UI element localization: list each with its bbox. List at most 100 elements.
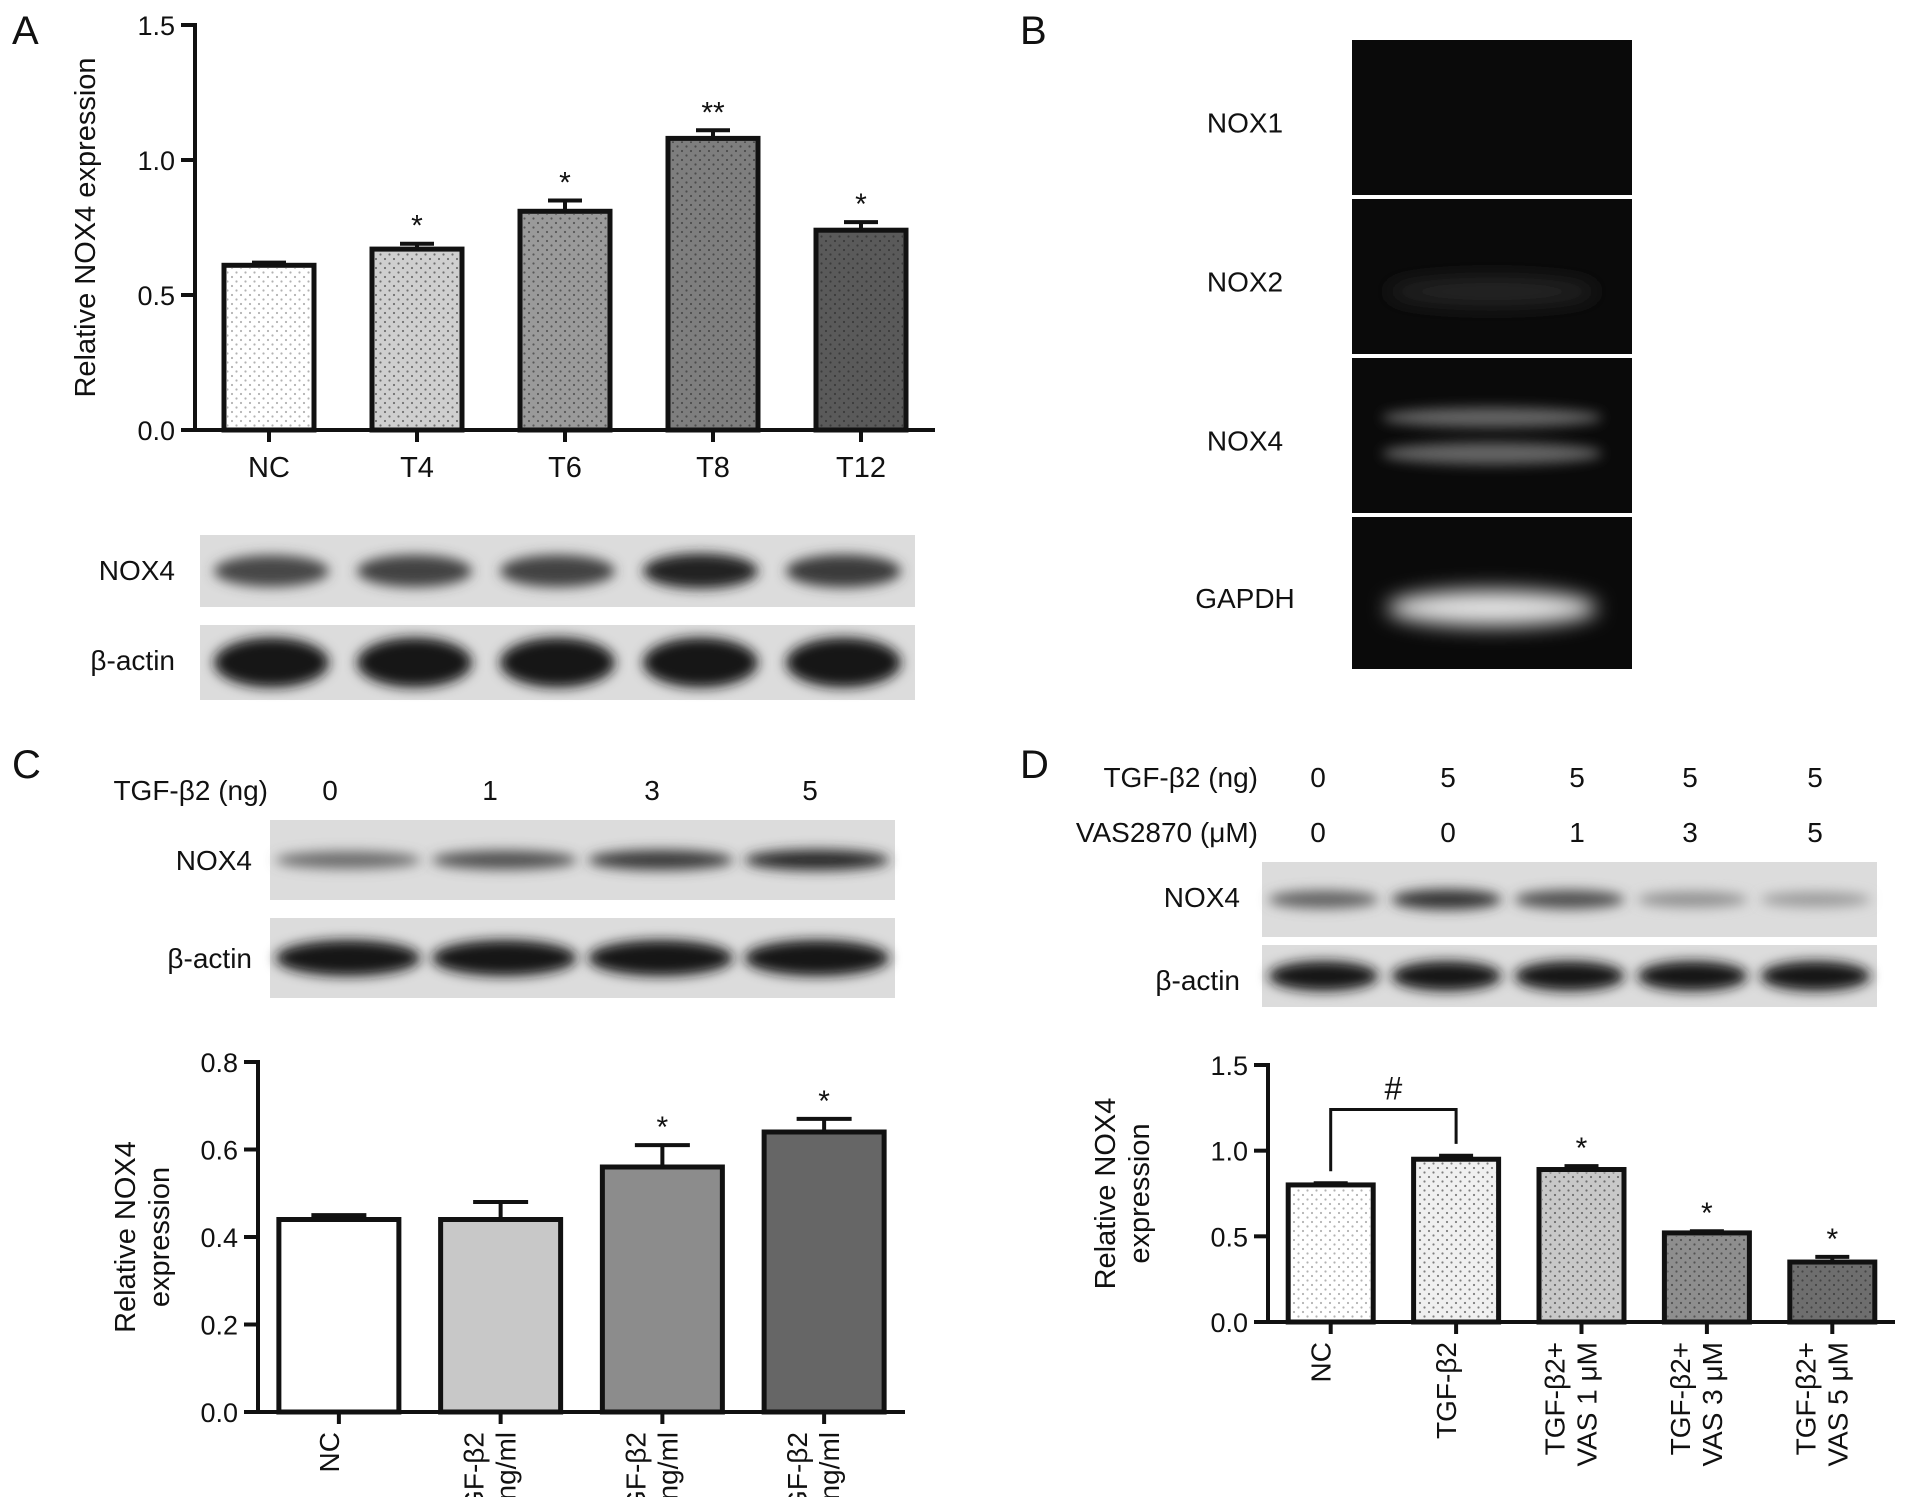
chart-d-x-tick-label: VAS 1 μMTGF-β2+ <box>1540 1342 1603 1467</box>
blot-d: TGF-β2 (ng) 0 5 5 5 5 VAS2870 (μM) 0 0 1 3 5 NOX4 β-a… <box>1076 762 1877 1007</box>
gel-b: NOX1 NOX2 NOX4 GAPDH <box>1195 40 1632 669</box>
blot-c-band <box>275 940 421 976</box>
blot-c-condition-value: 5 <box>802 775 818 806</box>
blot-c-row-label: β-actin <box>167 943 252 974</box>
blot-d-band <box>1268 961 1379 991</box>
chart-d-x-tick-label-line: VAS 3 μM <box>1697 1342 1728 1467</box>
blot-d-band <box>1514 889 1625 910</box>
blot-d-condition-value: 5 <box>1807 762 1823 793</box>
blot-c-band <box>588 849 734 871</box>
chart-c-x-tick-label-line: NC <box>314 1432 345 1472</box>
gel-b-lane <box>1352 40 1632 195</box>
chart-d-y-tick-label: 0.0 <box>1210 1308 1248 1338</box>
blot-a-band <box>357 554 472 588</box>
chart-a-y-axis-label: Relative NOX4 expression <box>70 57 102 397</box>
chart-a-y-tick-label: 1.5 <box>137 11 175 41</box>
blot-d-band <box>1268 890 1379 909</box>
chart-c-x-tick-label-line: TGF-β2 <box>620 1432 651 1497</box>
chart-c-x-tick-label-line: 5 ng/ml <box>814 1432 845 1497</box>
chart-d-x-tick-label: TGF-β2 <box>1431 1342 1462 1439</box>
blot-d-band <box>1637 961 1748 991</box>
chart-d-x-tick-label-line: VAS 5 μM <box>1822 1342 1853 1467</box>
blot-c-condition-label: TGF-β2 (ng) <box>113 775 268 806</box>
chart-d-x-tick-label: NC <box>1306 1342 1337 1382</box>
blot-d-row-label: NOX4 <box>1164 882 1240 913</box>
chart-d-x-tick-label: VAS 3 μMTGF-β2+ <box>1665 1342 1728 1467</box>
gel-b-lane <box>1352 199 1632 354</box>
gel-b-row-label: NOX1 <box>1207 108 1283 139</box>
chart-c-y-tick-label: 0.6 <box>200 1136 238 1166</box>
chart-c-significance: * <box>657 1111 669 1144</box>
panel-label-b: B <box>1020 9 1047 53</box>
blot-a-band <box>643 637 758 688</box>
chart-a-bar-texture <box>375 252 459 427</box>
chart-d-y-axis-label-line: expression <box>1124 1123 1156 1263</box>
blot-a-band <box>786 637 901 688</box>
gel-b-lane <box>1352 358 1632 513</box>
chart-d-y-tick-label: 1.0 <box>1210 1137 1248 1167</box>
chart-d-significance: * <box>1826 1223 1838 1256</box>
chart-c-y-tick-label: 0.8 <box>200 1048 238 1078</box>
chart-a-significance: * <box>411 210 423 243</box>
chart-c-x-tick-label-line: TGF-β2 <box>782 1432 813 1497</box>
chart-d-significance: * <box>1576 1132 1588 1165</box>
chart-d-x-tick-label-line: TGF-β2+ <box>1665 1342 1696 1455</box>
chart-c-y-axis-label: Relative NOX4expression <box>110 1141 176 1333</box>
chart-a-y-tick-label: 0.5 <box>137 281 175 311</box>
gel-b-row-label: GAPDH <box>1195 583 1295 614</box>
gel-b-row-label: NOX4 <box>1207 426 1283 457</box>
blot-c-band <box>744 849 890 871</box>
chart-d-x-tick-label-line: VAS 1 μM <box>1572 1342 1603 1467</box>
gel-b-band <box>1387 277 1597 306</box>
blot-c-band <box>275 851 421 869</box>
chart-c-bar <box>276 1217 402 1415</box>
chart-a-x-tick-label: T4 <box>400 452 434 484</box>
blot-a-band <box>643 553 758 589</box>
chart-c-x-tick-label: 1 ng/mlTGF-β2 <box>459 1432 522 1497</box>
chart-a-y-tick-label: 1.0 <box>137 146 175 176</box>
chart-c-bar <box>761 1129 887 1415</box>
blot-a-band <box>214 555 329 587</box>
panel-label-d: D <box>1020 743 1049 787</box>
panel-label-a: A <box>12 9 39 53</box>
blot-a-band <box>357 637 472 688</box>
blot-d-condition-label: TGF-β2 (ng) <box>1103 762 1258 793</box>
blot-a-row-label: β-actin <box>90 645 175 676</box>
blot-c-band <box>431 850 577 870</box>
gel-b-band <box>1382 407 1602 428</box>
gel-b-band <box>1382 442 1602 465</box>
blot-d-condition-value: 3 <box>1682 817 1698 848</box>
blot-d-condition-value: 5 <box>1569 762 1585 793</box>
chart-c-x-tick-label: 5 ng/mlTGF-β2 <box>782 1432 845 1497</box>
blot-c-band <box>744 940 890 976</box>
blot-c-condition-value: 0 <box>322 775 338 806</box>
chart-c-y-tick-label: 0.0 <box>200 1398 238 1428</box>
blot-c-condition-value: 3 <box>644 775 660 806</box>
chart-c-bar <box>438 1217 564 1415</box>
blot-d-row-label: β-actin <box>1155 965 1240 996</box>
chart-d-x-tick-label-line: TGF-β2+ <box>1790 1342 1821 1455</box>
blot-a-row-label: NOX4 <box>99 555 175 586</box>
chart-d-significance: * <box>1701 1197 1713 1230</box>
chart-c-significance: * <box>818 1085 830 1118</box>
chart-d: ***0.00.51.01.5NC TGF-β2 VAS 1 μMTGF-β2+ VA… <box>1090 1051 1895 1467</box>
chart-a-bar-texture <box>227 268 311 427</box>
chart-a-significance: * <box>559 167 571 200</box>
blot-c-row-label: NOX4 <box>176 845 252 876</box>
chart-d-y-tick-label: 1.5 <box>1210 1051 1248 1081</box>
chart-d-bar-texture <box>1667 1235 1747 1319</box>
chart-a-x-tick-label: T8 <box>696 452 730 484</box>
blot-d-condition-value: 5 <box>1682 762 1698 793</box>
chart-c-x-tick-label-line: TGF-β2 <box>459 1432 490 1497</box>
blot-a-band <box>214 637 329 688</box>
blot-c-condition-value: 1 <box>482 775 498 806</box>
chart-c-x-tick-label-line: 1 ng/ml <box>491 1432 522 1497</box>
blot-d-condition-value: 5 <box>1440 762 1456 793</box>
chart-a-x-tick-label: T6 <box>548 452 582 484</box>
blot-d-band <box>1760 891 1871 908</box>
blot-d-condition-label: VAS2870 (μM) <box>1076 817 1258 848</box>
chart-a-bar-texture <box>819 233 903 427</box>
blot-d-band <box>1637 891 1748 908</box>
